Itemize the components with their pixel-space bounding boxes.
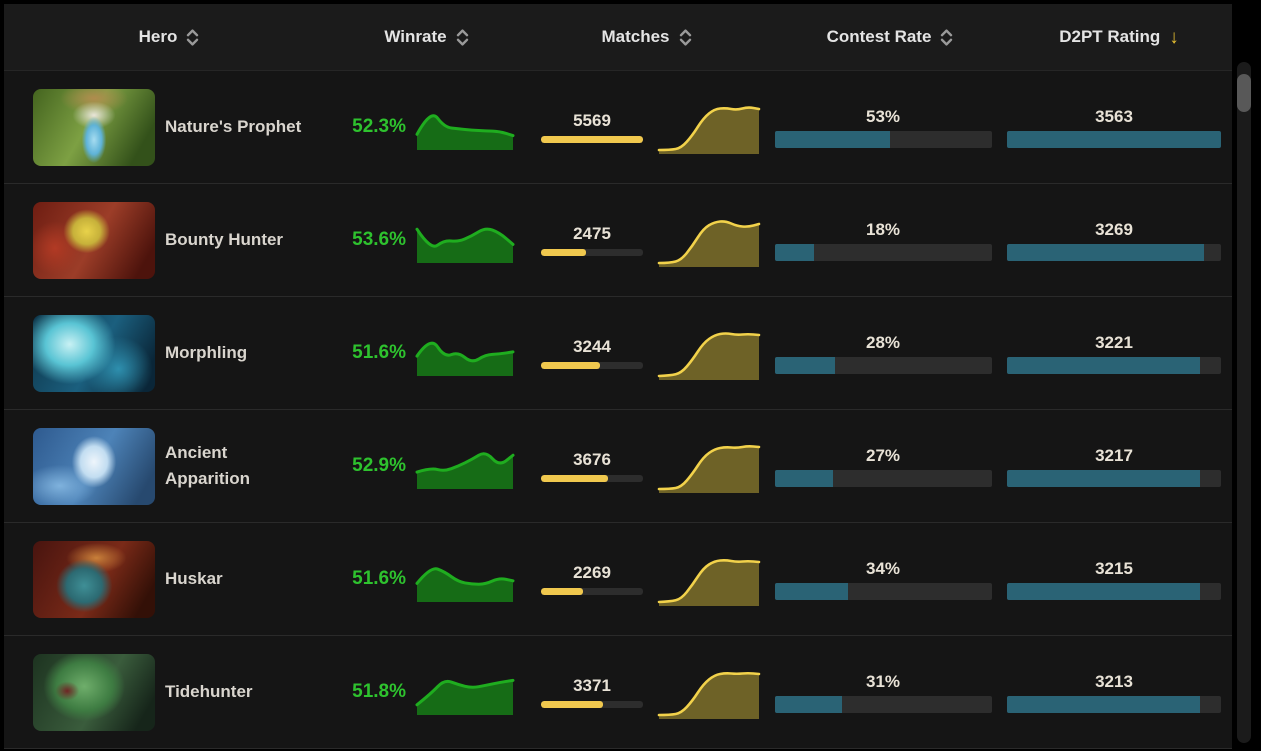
hero-name[interactable]: Bounty Hunter xyxy=(165,229,284,249)
rating-value: 3221 xyxy=(1095,332,1133,352)
column-label-contest-rate: Contest Rate xyxy=(826,27,932,46)
contest-rate-value: 53% xyxy=(865,106,901,126)
contest-rate-value: 27% xyxy=(865,445,901,465)
hero-row[interactable]: Morphling 51.6% 3244 28% 3221 xyxy=(4,297,1232,410)
winrate-sparkline xyxy=(415,678,515,715)
matches-value: 3371 xyxy=(573,676,611,695)
matches-value: 3244 xyxy=(573,337,611,356)
column-header-d2pt-rating[interactable]: D2PT Rating ↓ xyxy=(1006,4,1232,70)
winrate-sparkline xyxy=(415,227,515,263)
matches-bar xyxy=(541,475,643,482)
rating-bar xyxy=(1007,243,1221,261)
rating-bar xyxy=(1007,469,1221,487)
hero-name[interactable]: Huskar xyxy=(165,568,223,588)
hero-portrait[interactable] xyxy=(33,653,155,731)
column-header-matches[interactable]: Matches xyxy=(519,4,774,70)
column-header-hero[interactable]: Hero xyxy=(4,4,334,70)
hero-portrait[interactable] xyxy=(33,201,155,279)
rating-value: 3563 xyxy=(1095,106,1133,126)
sort-both-icon xyxy=(187,28,199,46)
hero-row[interactable]: Huskar 51.6% 2269 34% 3215 xyxy=(4,523,1232,636)
hero-portrait[interactable] xyxy=(33,314,155,392)
contest-rate-bar xyxy=(774,582,992,600)
matches-bar xyxy=(541,701,643,708)
column-header-winrate[interactable]: Winrate xyxy=(334,4,519,70)
contest-rate-bar xyxy=(774,130,992,148)
matches-bar xyxy=(541,588,643,595)
matches-value: 5569 xyxy=(573,111,611,130)
contest-rate-value: 18% xyxy=(865,219,901,239)
hero-portrait[interactable] xyxy=(33,88,155,166)
matches-bar xyxy=(541,136,643,143)
matches-value: 3676 xyxy=(573,450,611,469)
matches-sparkline xyxy=(657,220,761,267)
column-label-d2pt-rating: D2PT Rating xyxy=(1059,27,1161,46)
scrollbar-track[interactable] xyxy=(1237,62,1251,743)
hero-row[interactable]: Nature's Prophet 52.3% 5569 53% 3563 xyxy=(4,71,1232,184)
rating-value: 3213 xyxy=(1095,671,1133,691)
table-header: Hero Winrate Matches Contest Rate xyxy=(4,4,1232,71)
scrollbar-thumb[interactable] xyxy=(1237,74,1251,112)
sort-both-icon xyxy=(456,28,468,46)
contest-rate-value: 31% xyxy=(865,671,901,691)
hero-name[interactable]: Nature's Prophet xyxy=(165,116,302,136)
hero-stats-table: Hero Winrate Matches Contest Rate xyxy=(4,4,1232,749)
matches-sparkline xyxy=(657,671,761,719)
matches-sparkline xyxy=(657,559,761,606)
rating-bar xyxy=(1007,356,1221,374)
rating-bar xyxy=(1007,695,1221,713)
hero-row[interactable]: Ancient Apparition 52.9% 3676 27% 3217 xyxy=(4,410,1232,523)
hero-name[interactable]: Tidehunter xyxy=(165,681,253,701)
winrate-value: 52.9% xyxy=(352,455,406,476)
rating-bar xyxy=(1007,130,1221,148)
hero-row[interactable]: Tidehunter 51.8% 3371 31% 3213 xyxy=(4,636,1232,749)
winrate-sparkline xyxy=(415,341,515,376)
contest-rate-bar xyxy=(774,356,992,374)
winrate-value: 51.6% xyxy=(352,568,406,589)
matches-bar xyxy=(541,362,643,369)
matches-sparkline xyxy=(657,332,761,380)
winrate-sparkline xyxy=(415,567,515,602)
matches-bar xyxy=(541,249,643,256)
column-label-hero: Hero xyxy=(138,27,178,46)
sort-both-icon xyxy=(679,28,691,46)
hero-name[interactable]: Ancient Apparition xyxy=(165,442,250,488)
hero-name[interactable]: Morphling xyxy=(165,342,248,362)
contest-rate-value: 28% xyxy=(865,332,901,352)
contest-rate-bar xyxy=(774,695,992,713)
winrate-sparkline xyxy=(415,452,515,489)
winrate-value: 53.6% xyxy=(352,229,406,250)
contest-rate-bar xyxy=(774,469,992,487)
column-label-winrate: Winrate xyxy=(384,27,447,46)
sort-both-icon xyxy=(941,28,953,46)
sort-descending-icon: ↓ xyxy=(1169,26,1179,48)
rating-bar xyxy=(1007,582,1221,600)
contest-rate-bar xyxy=(774,243,992,261)
winrate-value: 52.3% xyxy=(352,116,406,137)
hero-portrait[interactable] xyxy=(33,540,155,618)
contest-rate-value: 34% xyxy=(865,558,901,578)
rating-value: 3217 xyxy=(1095,445,1133,465)
hero-row[interactable]: Bounty Hunter 53.6% 2475 18% 3269 xyxy=(4,184,1232,297)
winrate-value: 51.8% xyxy=(352,681,406,702)
column-label-matches: Matches xyxy=(601,27,670,46)
matches-value: 2475 xyxy=(573,224,611,243)
column-header-contest-rate[interactable]: Contest Rate xyxy=(774,4,1006,70)
hero-portrait[interactable] xyxy=(33,427,155,505)
matches-sparkline xyxy=(657,106,761,154)
matches-sparkline xyxy=(657,445,761,493)
winrate-sparkline xyxy=(415,114,515,150)
winrate-value: 51.6% xyxy=(352,342,406,363)
matches-value: 2269 xyxy=(573,563,611,582)
rating-value: 3215 xyxy=(1095,558,1133,578)
rating-value: 3269 xyxy=(1095,219,1133,239)
